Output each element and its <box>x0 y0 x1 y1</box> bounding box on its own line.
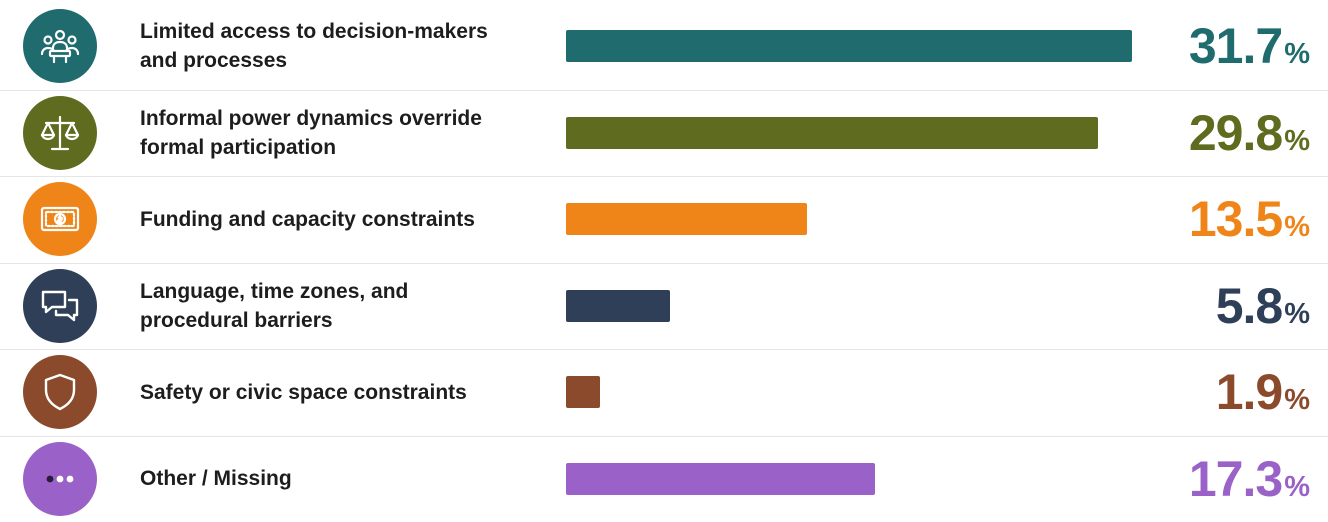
bar <box>566 290 670 322</box>
value-number: 29.8 <box>1189 104 1282 162</box>
chart-row: Informal power dynamics override formal … <box>0 90 1328 177</box>
chart-row: Language, time zones, and procedural bar… <box>0 263 1328 350</box>
bar <box>566 376 600 408</box>
people-meeting-icon <box>23 9 97 83</box>
value-unit: % <box>1284 298 1310 331</box>
value-number: 5.8 <box>1216 277 1283 335</box>
value-unit: % <box>1284 471 1310 504</box>
value-unit: % <box>1284 125 1310 158</box>
value-number: 13.5 <box>1189 190 1282 248</box>
category-label: Language, time zones, and procedural bar… <box>140 263 520 350</box>
value-number: 31.7 <box>1189 17 1282 75</box>
value-label: 31.7% <box>1189 17 1310 75</box>
bar <box>566 117 1098 149</box>
scales-icon <box>23 96 97 170</box>
chart-row: Other / Missing 17.3% <box>0 436 1328 522</box>
value-number: 1.9 <box>1216 363 1283 421</box>
shield-icon <box>23 355 97 429</box>
value-label: 17.3% <box>1189 450 1310 508</box>
chart-row: Funding and capacity constraints 13.5% <box>0 176 1328 263</box>
value-unit: % <box>1284 38 1310 71</box>
chart-row: Safety or civic space constraints 1.9% <box>0 349 1328 436</box>
category-label: Safety or civic space constraints <box>140 349 520 436</box>
bar <box>566 30 1132 62</box>
value-label: 13.5% <box>1189 190 1310 248</box>
value-label: 29.8% <box>1189 104 1310 162</box>
value-number: 17.3 <box>1189 450 1282 508</box>
value-unit: % <box>1284 384 1310 417</box>
category-label: Informal power dynamics override formal … <box>140 90 520 177</box>
bar <box>566 203 807 235</box>
value-unit: % <box>1284 211 1310 244</box>
chat-bubbles-icon <box>23 269 97 343</box>
category-label: Funding and capacity constraints <box>140 176 520 263</box>
bar <box>566 463 875 495</box>
category-label: Limited access to decision-makers and pr… <box>140 3 520 90</box>
value-label: 5.8% <box>1216 277 1310 335</box>
value-label: 1.9% <box>1216 363 1310 421</box>
ellipsis-icon <box>23 442 97 516</box>
money-icon <box>23 182 97 256</box>
chart-row: Limited access to decision-makers and pr… <box>0 3 1328 90</box>
category-label: Other / Missing <box>140 436 520 522</box>
